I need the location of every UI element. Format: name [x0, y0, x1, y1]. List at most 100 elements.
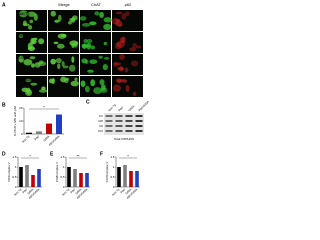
- band: [115, 130, 123, 132]
- cell: [103, 23, 112, 30]
- blot: [104, 113, 144, 135]
- bar: [117, 167, 121, 187]
- cell: [60, 76, 67, 83]
- cell: [81, 23, 91, 27]
- cell: [131, 60, 139, 67]
- bar: [135, 171, 139, 187]
- bar: [36, 131, 42, 134]
- cell: [121, 13, 127, 20]
- cell: [48, 78, 54, 84]
- cell: [115, 42, 122, 50]
- cell: [19, 10, 28, 18]
- cell: [124, 67, 129, 73]
- cell: [99, 79, 105, 86]
- cell: [86, 39, 93, 44]
- y-tick-label: 0.5: [110, 175, 115, 179]
- cell: [68, 21, 72, 25]
- blot-caption: Total OXPHOS: [114, 137, 134, 141]
- cell: [54, 19, 60, 23]
- lane-label: G93A: [127, 104, 135, 112]
- x-tick-label: P6O: [33, 134, 40, 141]
- bar: [46, 123, 52, 134]
- cell: [31, 63, 35, 68]
- micrograph: [80, 54, 111, 75]
- cell: [30, 37, 35, 45]
- band: [125, 130, 133, 132]
- cell: [125, 85, 130, 92]
- y-axis-label: CII/Complex V: [7, 162, 11, 181]
- bar: [19, 167, 23, 187]
- cell: [74, 77, 78, 81]
- cell: [29, 56, 36, 60]
- cell: [121, 79, 128, 84]
- cell: [89, 21, 97, 26]
- row-label: G93A: [18, 56, 28, 60]
- cell: [61, 33, 67, 38]
- bar: [37, 169, 41, 187]
- column-header: Merge: [58, 2, 70, 7]
- x-tick-label: Non Tg: [61, 187, 71, 197]
- annotation: *: [29, 154, 31, 159]
- lane-label: P6O: [117, 105, 124, 112]
- cell: [69, 17, 75, 22]
- column-header: ChAT: [91, 2, 101, 7]
- cell: [87, 69, 94, 73]
- cell: [21, 87, 29, 93]
- cell: [118, 24, 123, 27]
- cell: [68, 64, 76, 72]
- cell: [50, 10, 56, 17]
- cell: [119, 53, 125, 61]
- y-axis-label: CIII/Complex V: [55, 162, 59, 182]
- cell: [50, 58, 57, 65]
- cell: [41, 86, 46, 91]
- cell: [117, 66, 125, 71]
- cell: [115, 78, 123, 83]
- band: [105, 115, 113, 117]
- annotation: *: [43, 105, 45, 110]
- cell: [62, 65, 69, 69]
- column-header: p62: [125, 2, 132, 7]
- panel-label: D: [2, 151, 6, 157]
- y-tick-label: 0: [21, 132, 23, 136]
- bar: [56, 114, 62, 134]
- bar: [26, 132, 32, 134]
- cell: [102, 64, 108, 71]
- y-tick-label: 1.5: [60, 155, 65, 159]
- cell: [132, 91, 137, 97]
- cell: [84, 59, 89, 64]
- cell: [114, 18, 121, 22]
- cell: [56, 43, 65, 49]
- cell: [98, 55, 103, 59]
- cell: [38, 38, 45, 45]
- cell: [89, 59, 98, 65]
- row-label: P6O: [18, 34, 25, 38]
- band: [135, 120, 143, 122]
- cell: [30, 82, 38, 86]
- cell: [71, 56, 75, 63]
- cell: [57, 63, 61, 70]
- cell: [83, 38, 88, 44]
- cell: [115, 11, 123, 15]
- cell: [23, 58, 33, 66]
- y-tick-label: 0: [63, 185, 65, 189]
- x-tick-label: G93A: [26, 187, 34, 195]
- micrograph: [48, 10, 79, 31]
- cell: [103, 41, 108, 46]
- cell: [82, 44, 91, 48]
- cell: [80, 80, 86, 88]
- row-label: Non Tg: [18, 12, 29, 16]
- x-tick-label: P6O/G93A: [48, 134, 60, 146]
- micrograph: [48, 76, 79, 97]
- cell: [18, 55, 24, 63]
- band: [135, 125, 143, 127]
- bar: [25, 165, 29, 187]
- y-tick-label: 1.5: [12, 155, 17, 159]
- panel-label: B: [2, 102, 6, 108]
- cell: [99, 11, 104, 19]
- panel-label: E: [50, 151, 54, 157]
- annotation: *: [127, 154, 129, 159]
- cell: [38, 89, 48, 93]
- bar: [73, 169, 77, 187]
- band: [135, 115, 143, 117]
